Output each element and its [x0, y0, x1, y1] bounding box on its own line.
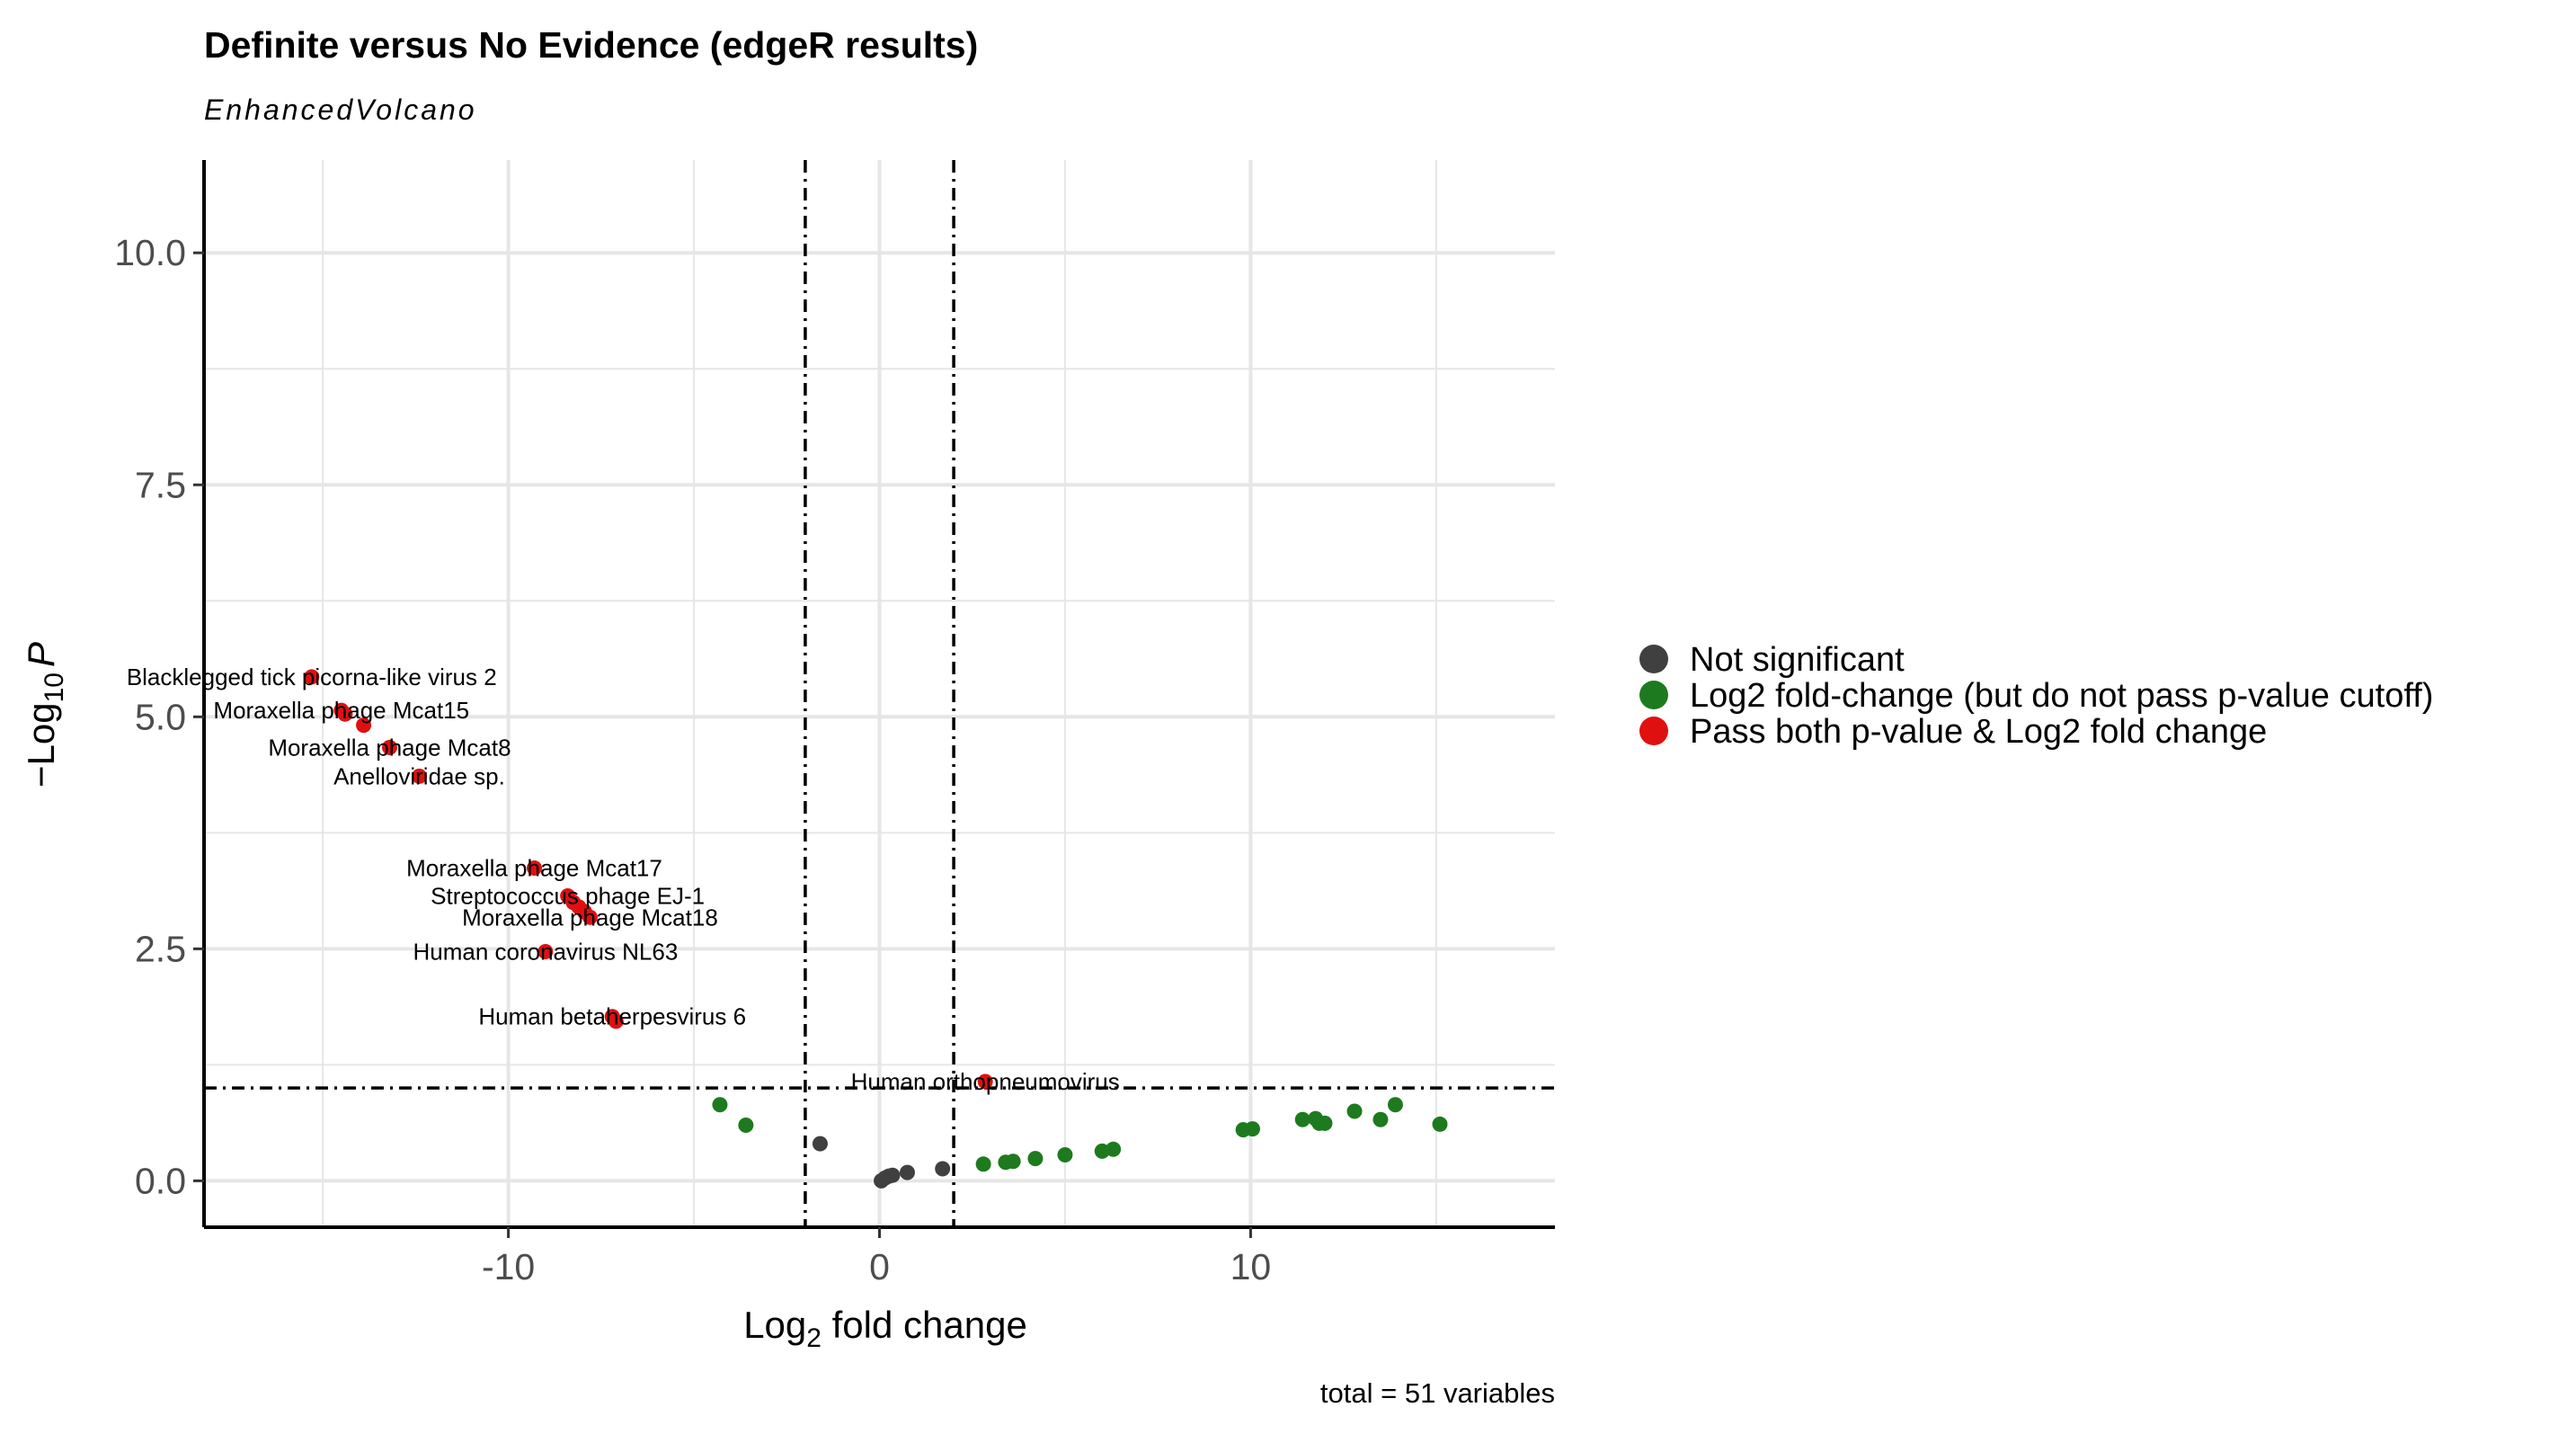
data-point-both: [356, 717, 372, 734]
y-axis-label-prefix: −Log: [20, 702, 62, 788]
y-axis-label-italic: P: [20, 642, 62, 667]
grid-layer: [204, 160, 1555, 1227]
data-point-both: [977, 1073, 993, 1090]
legend-key-ns: [1639, 645, 1668, 673]
data-point-fc: [712, 1097, 728, 1113]
x-axis-label-base: Log: [743, 1304, 806, 1346]
x-tick-label: 0: [869, 1246, 890, 1287]
x-axis-label-subscript: 2: [806, 1323, 822, 1353]
legend-label: Not significant: [1690, 641, 1905, 679]
point-label: Human betaherpesvirus 6: [478, 1003, 746, 1030]
axes: -10 0 10 0.0 2.5 5.0 7.5 10.0: [114, 160, 1555, 1287]
data-point-ns: [884, 1167, 901, 1183]
data-point-both: [608, 1013, 624, 1029]
data-point-fc: [1432, 1116, 1448, 1132]
data-point-both: [537, 943, 554, 959]
data-point-fc: [1057, 1146, 1073, 1162]
point-labels: Blacklegged tick picorna-like virus 2 Mor…: [127, 664, 1120, 1095]
y-tick-label: 5.0: [135, 696, 186, 737]
chart-caption: total = 51 variables: [1320, 1377, 1555, 1409]
x-axis-label-rest: fold change: [822, 1304, 1027, 1346]
x-tick-label: -10: [482, 1246, 535, 1287]
y-tick-label: 7.5: [135, 464, 186, 505]
x-tick-label: 10: [1230, 1246, 1272, 1287]
point-label: Moraxella phage Mcat15: [213, 697, 469, 724]
x-axis-label: Log2 fold change: [743, 1304, 1027, 1353]
point-label: Moraxella phage Mcat8: [268, 734, 511, 761]
data-point-ns: [812, 1136, 828, 1152]
data-point-fc: [975, 1156, 991, 1172]
point-label: Human orthopneumovirus: [851, 1068, 1120, 1095]
legend-key-fc: [1639, 681, 1668, 709]
data-point-both: [337, 706, 353, 722]
data-point-fc: [1244, 1121, 1260, 1137]
chart-title: Definite versus No Evidence (edgeR resul…: [204, 24, 978, 66]
data-point-both: [304, 669, 320, 685]
data-point-both: [411, 768, 427, 784]
point-label: Streptococcus phage EJ-1: [431, 883, 705, 910]
y-tick-label: 0.0: [135, 1160, 186, 1201]
cutoff-lines: [204, 160, 1555, 1227]
data-point-ns: [935, 1161, 951, 1177]
chart-subtitle: EnhancedVolcano: [204, 94, 477, 126]
data-point-fc: [738, 1117, 754, 1133]
data-point-both: [381, 739, 397, 755]
y-axis-label: −Log10 P: [20, 642, 69, 788]
data-point-both: [582, 909, 598, 925]
data-point-fc: [1346, 1103, 1363, 1119]
y-tick-label: 10.0: [114, 232, 186, 273]
point-label: Blacklegged tick picorna-like virus 2: [127, 664, 497, 690]
y-tick-label: 2.5: [135, 928, 186, 969]
point-label: Moraxella phage Mcat18: [462, 904, 718, 931]
data-point-fc: [1317, 1115, 1333, 1131]
point-label: Human coronavirus NL63: [413, 938, 678, 965]
point-label: Anelloviridae sp.: [333, 762, 505, 789]
data-point-fc: [1294, 1111, 1310, 1127]
data-point-both: [526, 860, 542, 877]
data-point-fc: [1387, 1097, 1403, 1113]
data-points: [304, 669, 1448, 1189]
data-point-fc: [1372, 1111, 1389, 1127]
point-label: Moraxella phage Mcat17: [406, 855, 662, 882]
data-point-fc: [1027, 1151, 1044, 1167]
legend-label: Pass both p-value & Log2 fold change: [1690, 713, 2267, 751]
data-point-fc: [1005, 1153, 1021, 1170]
data-point-ns: [899, 1164, 915, 1180]
legend-label: Log2 fold-change (but do not pass p-valu…: [1690, 677, 2433, 715]
data-point-fc: [1106, 1141, 1122, 1157]
y-axis-label-subscript: 10: [40, 672, 69, 702]
legend-key-both: [1639, 717, 1668, 745]
